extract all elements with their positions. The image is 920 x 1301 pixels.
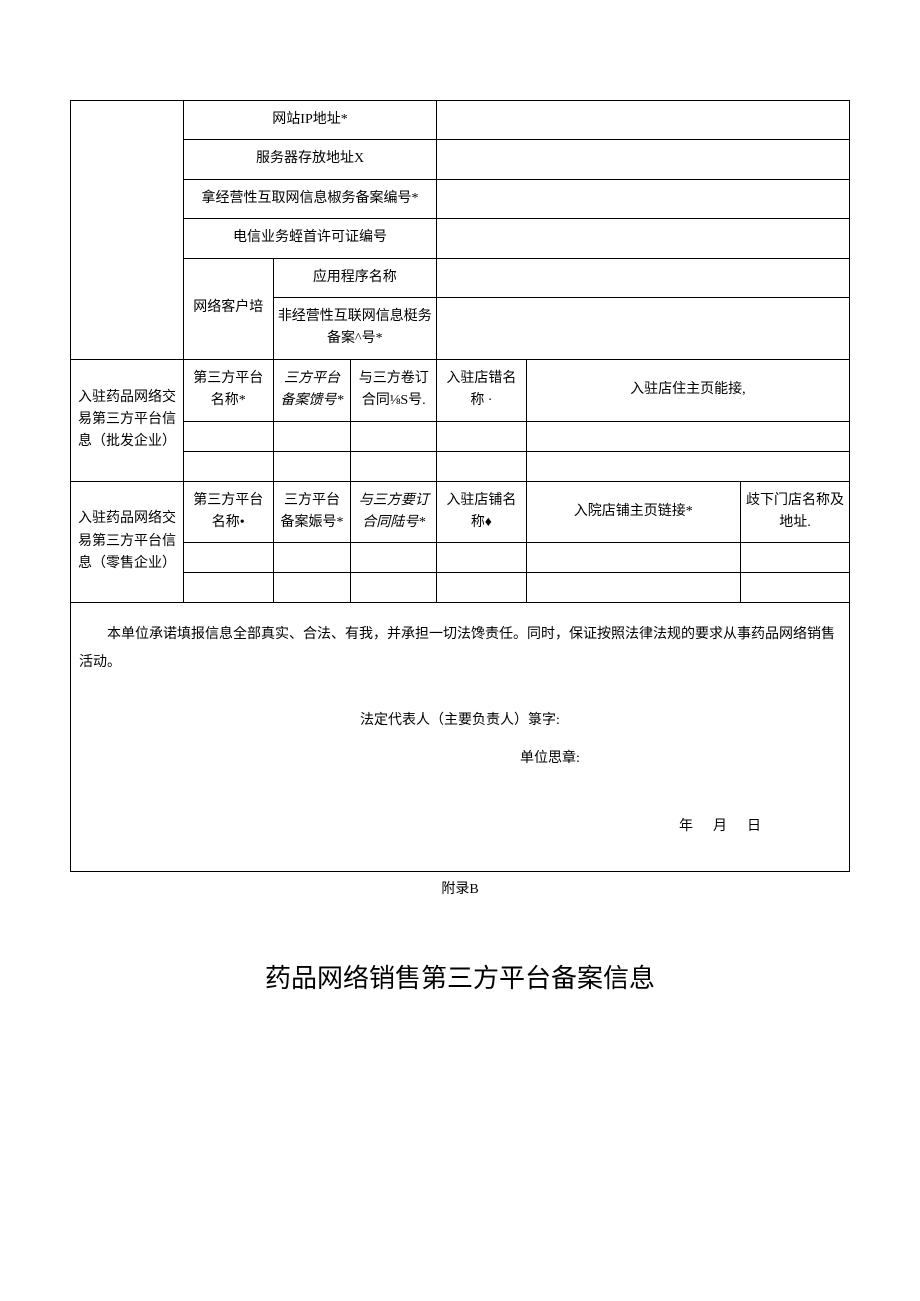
declaration-text: 本单位承诺填报信息全部真实、合法、有我，并承担一切法馋责任。同时，保证按照法律法… [79, 621, 841, 677]
retail-section-label: 入驻药品网络交易第三方平台信息（零售企业） [71, 481, 184, 603]
label-client-group: 网络客户培 [183, 258, 273, 359]
retail-h4: 入驻店铺名称♦ [437, 481, 527, 543]
retail-r1-c6[interactable] [740, 543, 849, 573]
wholesale-r2-c5[interactable] [526, 451, 849, 481]
retail-r1-c3[interactable] [351, 543, 437, 573]
footer-cell: 本单位承诺填报信息全部真实、合法、有我，并承担一切法馋责任。同时，保证按照法律法… [71, 603, 850, 872]
wholesale-h5: 入驻店住主页能接, [526, 359, 849, 421]
wholesale-r1-c3[interactable] [351, 421, 437, 451]
footer-row: 本单位承诺填报信息全部真实、合法、有我，并承担一切法馋责任。同时，保证按照法律法… [71, 603, 850, 872]
retail-r1-c2[interactable] [273, 543, 351, 573]
label-ip: 网站IP地址* [183, 101, 436, 140]
retail-h3: 与三方要订合同陆号* [351, 481, 437, 543]
row-telecom: 电信业务蛭首许可证编号 [71, 219, 850, 258]
wholesale-h2: 三方平台备案馈号* [273, 359, 351, 421]
form-table: 网站IP地址* 服务器存放地址X 拿经营性互取网信息椒务备案编号* 电信业务蛭首… [70, 100, 850, 872]
value-server[interactable] [437, 140, 850, 179]
wholesale-section-label: 入驻药品网络交易第三方平台信息（批发企业） [71, 359, 184, 481]
label-nonbiz-filing: 非经营性互联网信息梃务备案^号* [273, 297, 437, 359]
wholesale-r1-c2[interactable] [273, 421, 351, 451]
row-app-name: 网络客户培 应用程序名称 [71, 258, 850, 297]
retail-r2-c4[interactable] [437, 573, 527, 603]
row-ip: 网站IP地址* [71, 101, 850, 140]
date-line: 年月日 [79, 813, 841, 841]
signature-line: 法定代表人（主要负责人）箓字: [79, 707, 841, 735]
wholesale-h3: 与三方卷订合同⅛S号. [351, 359, 437, 421]
label-app-name: 应用程序名称 [273, 258, 437, 297]
retail-r2-c6[interactable] [740, 573, 849, 603]
label-server: 服务器存放地址X [183, 140, 436, 179]
wholesale-r2-c3[interactable] [351, 451, 437, 481]
wholesale-r2-c2[interactable] [273, 451, 351, 481]
wholesale-h1: 第三方平台名称* [183, 359, 273, 421]
retail-h5: 入院店铺主页链接* [526, 481, 740, 543]
stamp-line: 单位思章: [79, 745, 841, 773]
wholesale-h4: 入驻店错名称 · [437, 359, 527, 421]
row-filing: 拿经营性互取网信息椒务备案编号* [71, 179, 850, 218]
retail-r2-c3[interactable] [351, 573, 437, 603]
retail-header-row: 入驻药品网络交易第三方平台信息（零售企业） 第三方平台名称• 三方平台备案娠号*… [71, 481, 850, 543]
page-title: 药品网络销售第三方平台备案信息 [70, 958, 850, 995]
wholesale-r1-c5[interactable] [526, 421, 849, 451]
value-filing[interactable] [437, 179, 850, 218]
row-server: 服务器存放地址X [71, 140, 850, 179]
retail-r1-c1[interactable] [183, 543, 273, 573]
retail-r1-c4[interactable] [437, 543, 527, 573]
retail-h6: 歧下门店名称及地址. [740, 481, 849, 543]
retail-row-1 [71, 543, 850, 573]
retail-row-2 [71, 573, 850, 603]
value-ip[interactable] [437, 101, 850, 140]
retail-r2-c2[interactable] [273, 573, 351, 603]
wholesale-row-2 [71, 451, 850, 481]
retail-h2: 三方平台备案娠号* [273, 481, 351, 543]
wholesale-r2-c4[interactable] [437, 451, 527, 481]
retail-r2-c5[interactable] [526, 573, 740, 603]
wholesale-r1-c4[interactable] [437, 421, 527, 451]
wholesale-row-1 [71, 421, 850, 451]
wholesale-r2-c1[interactable] [183, 451, 273, 481]
label-telecom: 电信业务蛭首许可证编号 [183, 219, 436, 258]
retail-h1: 第三方平台名称• [183, 481, 273, 543]
retail-r2-c1[interactable] [183, 573, 273, 603]
retail-r1-c5[interactable] [526, 543, 740, 573]
value-nonbiz-filing[interactable] [437, 297, 850, 359]
label-filing: 拿经营性互取网信息椒务备案编号* [183, 179, 436, 218]
appendix-label: 附录B [70, 878, 850, 898]
value-app-name[interactable] [437, 258, 850, 297]
wholesale-r1-c1[interactable] [183, 421, 273, 451]
wholesale-header-row: 入驻药品网络交易第三方平台信息（批发企业） 第三方平台名称* 三方平台备案馈号*… [71, 359, 850, 421]
value-telecom[interactable] [437, 219, 850, 258]
